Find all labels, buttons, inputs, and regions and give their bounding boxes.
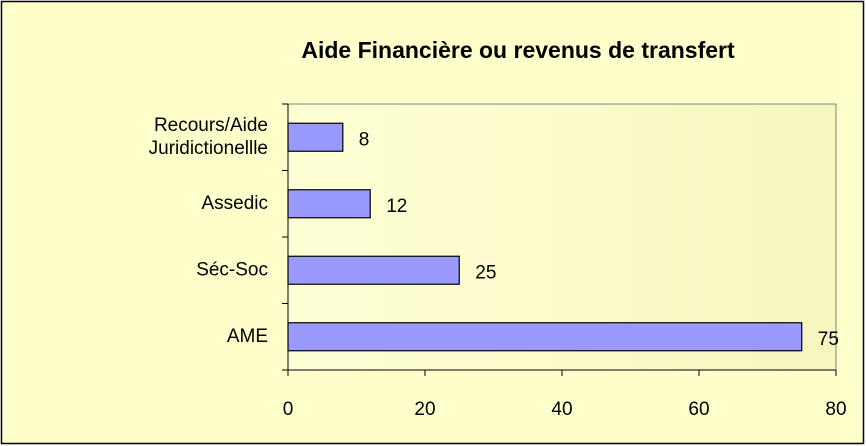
data-label: 75 bbox=[818, 329, 839, 350]
bar bbox=[287, 255, 460, 285]
y-tick-label: AME bbox=[227, 326, 268, 347]
data-label: 25 bbox=[475, 262, 496, 283]
x-tick-label: 60 bbox=[688, 399, 709, 420]
x-tick-label: 40 bbox=[551, 399, 572, 420]
y-tick-label: Séc-Soc bbox=[196, 259, 268, 280]
data-label: 8 bbox=[359, 129, 370, 150]
bar bbox=[287, 189, 371, 219]
bar bbox=[287, 322, 803, 352]
x-tick-label: 20 bbox=[414, 399, 435, 420]
data-label: 12 bbox=[386, 196, 407, 217]
chart-title: Aide Financière ou revenus de transfert bbox=[301, 37, 735, 63]
x-tick-label: 0 bbox=[283, 399, 294, 420]
bar bbox=[287, 122, 344, 152]
y-tick-label: Recours/Aide Juridictionellle bbox=[149, 115, 268, 159]
y-tick-label: Assedic bbox=[201, 193, 268, 214]
x-tick-label: 80 bbox=[825, 399, 846, 420]
